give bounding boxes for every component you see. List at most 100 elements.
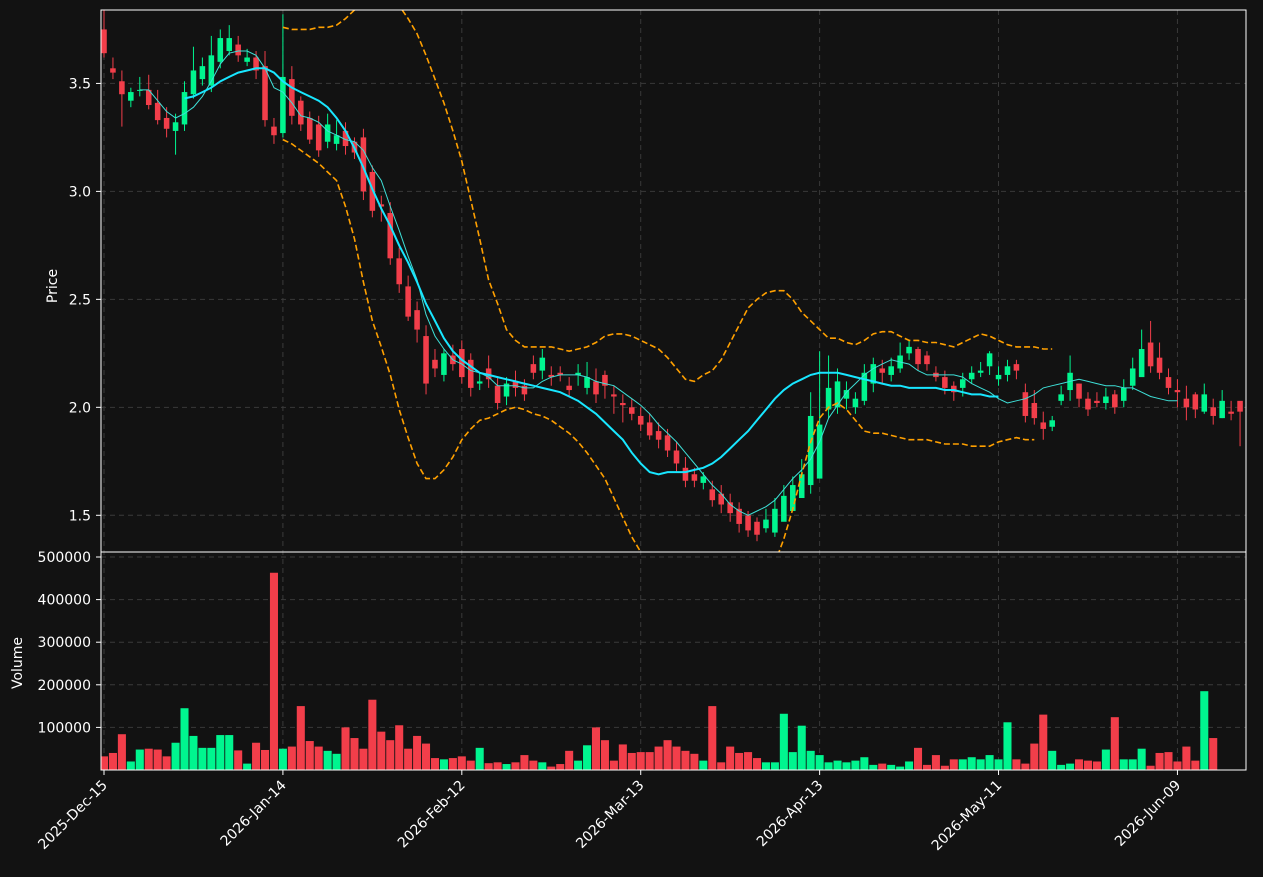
candle-body (727, 502, 733, 514)
candle-body (1013, 364, 1020, 371)
volume-ytick-label: 400000 (38, 593, 91, 609)
volume-bar (413, 735, 422, 770)
x-tick-label: 2026-Jan-14 (218, 777, 290, 849)
volume-bar (529, 760, 538, 770)
volume-bar (752, 758, 762, 770)
volume-bar (1021, 763, 1030, 770)
candle-body (620, 403, 626, 406)
candle-body (530, 364, 537, 373)
volume-bar (189, 735, 198, 770)
candle-body (262, 66, 268, 121)
candle-body (736, 508, 742, 524)
volume-bar (108, 752, 117, 770)
moving-average-fast-line (139, 50, 1178, 516)
volume-bar (851, 760, 860, 770)
volume-bar (1146, 765, 1155, 770)
volume-bar (395, 725, 404, 770)
volume-bar (708, 706, 717, 770)
price-ytick-label: 2.5 (69, 292, 91, 308)
volume-bar (198, 747, 207, 770)
candle-body (1174, 390, 1181, 393)
candle-body (566, 385, 572, 391)
candle-body (1219, 400, 1225, 419)
volume-bar (386, 740, 395, 770)
x-tick-label: 2026-May-11 (929, 778, 1006, 855)
volume-bar (860, 757, 869, 770)
candle-body (432, 359, 438, 369)
candle-body (476, 381, 483, 384)
candle-body (584, 377, 590, 388)
price-ytick-label: 3.5 (69, 76, 91, 92)
candle-body (208, 55, 215, 86)
candle-body (629, 407, 635, 414)
candle-body (664, 435, 671, 451)
candle-body (235, 44, 241, 56)
volume-bar (699, 760, 708, 770)
volume-bar (654, 746, 663, 770)
volume-bar (1030, 743, 1039, 770)
volume-ytick-label: 100000 (38, 720, 91, 736)
volume-bar (770, 762, 779, 770)
candle-body (423, 336, 429, 384)
candle-body (942, 377, 948, 388)
candle-body (870, 364, 877, 384)
candle-body (951, 385, 957, 393)
candle-body (459, 349, 465, 378)
volume-bar (744, 752, 753, 770)
candle-body (119, 81, 125, 95)
volume-axis-title: Volume (10, 637, 26, 689)
volume-bar (252, 742, 261, 770)
candle-body (244, 57, 250, 62)
candle-body (280, 76, 286, 134)
volume-bar (1083, 760, 1093, 770)
candle-body (271, 126, 277, 136)
candle-body (1138, 349, 1145, 378)
volume-bar (940, 765, 949, 770)
volume-bar (144, 748, 153, 770)
volume-bar (717, 762, 726, 770)
volume-bar (878, 763, 887, 770)
candle-body (1022, 392, 1029, 416)
volume-bar (565, 750, 574, 770)
candle-body (1004, 366, 1011, 375)
volume-bar (368, 699, 377, 770)
candle-body (557, 372, 563, 375)
candle-body (709, 489, 716, 501)
volume-bar (1110, 717, 1119, 770)
volume-bar (180, 708, 189, 770)
volume-bar (1155, 752, 1164, 770)
candle-body (190, 70, 197, 95)
candle-body (798, 474, 805, 499)
volume-bar (949, 759, 958, 770)
candle-body (1228, 411, 1234, 414)
candle-body (763, 519, 769, 529)
volume-bar (618, 744, 627, 770)
volume-bar (314, 746, 323, 770)
candle-body (646, 422, 653, 436)
volume-bar (171, 742, 180, 770)
volume-bar (1164, 752, 1173, 770)
volume-bar (1173, 761, 1182, 770)
volume-bar (1057, 764, 1066, 770)
moving-average-slow-line (184, 67, 999, 476)
candle-body (977, 370, 984, 373)
candle-body (906, 346, 912, 354)
candle-body (637, 415, 644, 425)
volume-bar (457, 756, 466, 770)
volume-bar (824, 762, 833, 770)
volume-bar (985, 755, 994, 770)
volume-bar (126, 761, 135, 770)
candle-body (1112, 394, 1118, 408)
candle-body (1210, 407, 1216, 416)
candle-body (825, 387, 832, 410)
volume-bar (350, 738, 359, 770)
volume-bar (243, 763, 252, 770)
volume-bar (609, 760, 618, 770)
upper-band-line (282, 10, 1053, 383)
volume-bar (404, 748, 413, 770)
candle-body (968, 372, 975, 380)
x-tick-label: 2026-Feb-12 (395, 778, 469, 852)
volume-bar (976, 759, 985, 770)
volume-bar (1012, 759, 1021, 770)
volume-bar (556, 764, 565, 770)
